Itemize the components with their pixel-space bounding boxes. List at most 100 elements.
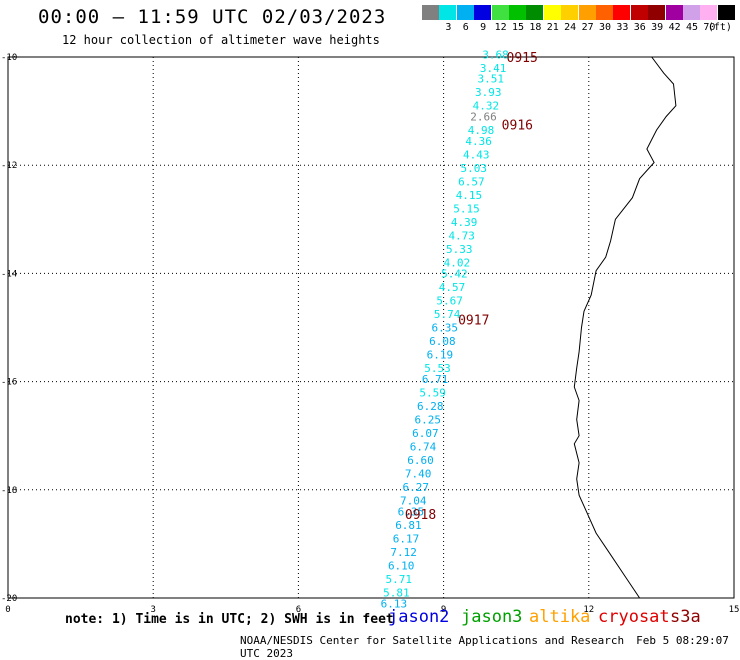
wave-height-value: 6.13 <box>381 597 408 610</box>
wave-height-value: 3.41 <box>480 62 507 75</box>
pass-time-label: 0917 <box>458 313 489 328</box>
wave-height-value: 2.66 <box>470 111 497 124</box>
color-scale-label: 42 <box>668 22 681 33</box>
x-tick-label: 12 <box>583 605 594 615</box>
color-scale-swatch <box>578 5 596 20</box>
footer: NOAA/NESDIS Center for Satellite Applica… <box>240 634 740 660</box>
wave-height-value: 4.43 <box>463 148 490 161</box>
color-scale-label: 33 <box>616 22 629 33</box>
color-scale-swatch <box>683 5 700 20</box>
wave-height-value: 6.19 <box>427 349 454 362</box>
color-scale-label: 12 <box>494 22 507 33</box>
color-scale-label: 36 <box>633 22 646 33</box>
color-scale-label: 9 <box>480 22 487 33</box>
wave-height-value: 5.74 <box>434 308 461 321</box>
wave-height-value: 6.35 <box>398 505 425 518</box>
color-scale-label: 18 <box>529 22 542 33</box>
color-scale-swatch <box>630 5 648 20</box>
wave-height-observations: 3.683.413.513.934.322.664.984.364.435.03… <box>381 48 509 610</box>
color-scale-swatch <box>456 5 474 20</box>
wave-height-value: 6.07 <box>412 427 439 440</box>
color-scale-swatch <box>665 5 683 20</box>
wave-height-value: 4.36 <box>465 135 492 148</box>
wave-height-value: 5.33 <box>446 243 473 256</box>
wave-height-value: 4.02 <box>444 257 471 270</box>
satellite-label-jason3: jason3 <box>461 607 523 627</box>
wave-height-value: 4.73 <box>448 230 475 243</box>
y-tick-label: -16 <box>1 378 17 388</box>
color-scale-swatch <box>717 5 735 20</box>
map-frame <box>7 56 735 599</box>
wave-height-value: 4.39 <box>451 216 478 229</box>
color-scale-label: 21 <box>546 22 559 33</box>
wave-height-value: 7.04 <box>400 495 427 508</box>
wave-height-value: 6.60 <box>407 454 434 467</box>
wave-height-value: 4.57 <box>439 281 466 294</box>
wave-height-value: 6.57 <box>458 175 485 188</box>
color-scale-unit: (ft) <box>707 22 732 33</box>
x-tick-label: 6 <box>296 605 301 615</box>
wave-height-value: 6.74 <box>410 441 437 454</box>
wave-height-value: 5.03 <box>461 162 488 175</box>
color-scale-swatch <box>613 5 631 20</box>
color-scale-label: 24 <box>564 22 577 33</box>
wave-height-value: 6.17 <box>393 532 420 545</box>
wave-height-value: 5.42 <box>441 267 468 280</box>
wave-height-value: 7.12 <box>390 546 417 559</box>
wave-height-value: 3.93 <box>475 86 502 99</box>
wave-height-value: 5.59 <box>419 386 446 399</box>
pass-labels: 0915 0916 0917 0918 <box>405 51 538 523</box>
x-tick-label: 15 <box>729 605 740 615</box>
y-tick-label: -20 <box>1 594 17 604</box>
wave-height-value: 7.40 <box>405 468 432 481</box>
note-text: note: 1) Time is in UTC; 2) SWH is in fe… <box>65 612 394 627</box>
color-scale-label: 70 <box>703 22 716 33</box>
y-tick-label: -10 <box>1 53 17 63</box>
wave-height-value: 6.25 <box>415 413 442 426</box>
satellite-label-s3a: s3a <box>670 607 701 627</box>
wave-height-value: 6.08 <box>429 335 456 348</box>
wave-height-value: 5.67 <box>436 294 463 307</box>
color-scale-label: 6 <box>462 22 469 33</box>
page-subtitle: 12 hour collection of altimeter wave hei… <box>62 33 380 47</box>
wave-height-value: 6.35 <box>432 322 459 335</box>
satellite-label-jason2: jason2 <box>388 607 450 627</box>
color-scale-label: 30 <box>598 22 612 33</box>
coastline <box>573 56 677 599</box>
color-scale-swatch <box>474 5 492 20</box>
satellite-label-cryosat: cryosat <box>598 607 670 627</box>
axis-ticks: 0 3 6 9 12 15 -10 -12 -14 -16 -18 -20 <box>1 53 739 615</box>
wave-height-value: 6.27 <box>402 481 429 494</box>
y-tick-label: -12 <box>1 161 17 171</box>
color-scale-swatch <box>700 5 718 20</box>
color-scale-swatch <box>439 5 457 20</box>
color-scale-label: 27 <box>581 22 594 33</box>
wave-height-value: 4.15 <box>456 189 483 202</box>
pass-time-label: 0915 <box>507 51 538 66</box>
satellite-label-altika: altika <box>529 607 591 627</box>
color-scale-swatch <box>596 5 613 20</box>
y-tick-label: -14 <box>1 269 17 279</box>
pass-time-label: 0916 <box>502 119 533 134</box>
color-scale-label: 45 <box>685 22 699 33</box>
color-scale-swatch <box>561 5 579 20</box>
wave-height-value: 5.81 <box>383 587 410 600</box>
page-title: 00:00 – 11:59 UTC 02/03/2023 <box>38 6 387 28</box>
wave-height-value: 6.71 <box>422 373 449 386</box>
x-tick-label: 3 <box>150 605 155 615</box>
color-scale-swatch <box>491 5 509 20</box>
wave-height-value: 4.98 <box>468 124 495 137</box>
pass-time-label: 0918 <box>405 508 436 523</box>
map-grid <box>8 57 734 598</box>
x-tick-label: 0 <box>5 605 10 615</box>
wave-height-value: 6.28 <box>417 400 444 413</box>
footer-credit: NOAA/NESDIS Center for Satellite Applica… <box>240 634 625 647</box>
y-tick-label: -18 <box>1 486 17 496</box>
color-scale-label: 15 <box>511 22 525 33</box>
color-scale-swatch <box>648 5 666 20</box>
wave-height-value: 5.53 <box>424 362 451 375</box>
wave-height-value: 6.81 <box>395 519 422 532</box>
color-scale-swatch <box>543 5 561 20</box>
wave-height-value: 4.32 <box>473 100 500 113</box>
